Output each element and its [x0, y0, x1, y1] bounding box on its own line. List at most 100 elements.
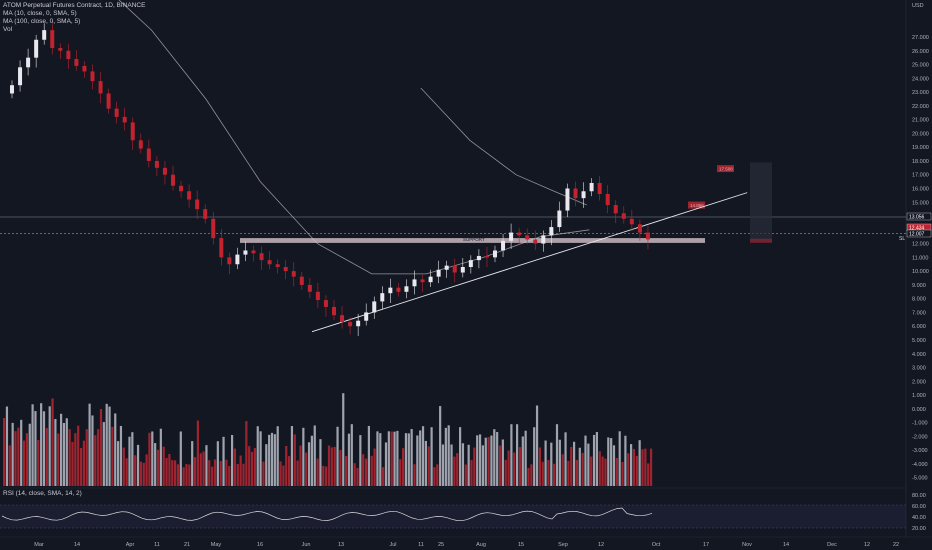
candle-body	[195, 199, 200, 210]
candle-body	[259, 253, 264, 261]
volume-bar	[396, 430, 399, 486]
candle-body	[90, 71, 95, 82]
price-tick-label: 1.000	[912, 393, 926, 399]
candle-body	[10, 85, 14, 94]
risk-box	[750, 238, 772, 243]
volume-bar	[20, 419, 23, 486]
time-tick-label: Aug	[476, 542, 486, 548]
volume-bar	[581, 453, 584, 486]
volume-bar	[607, 437, 610, 486]
volume-bar	[379, 433, 382, 486]
candle-body	[581, 191, 586, 199]
price-tick-label: 27.000	[912, 35, 929, 41]
time-tick-label: May	[211, 542, 222, 548]
volume-bar	[490, 435, 493, 486]
candle-body	[291, 271, 296, 277]
target-label-high: 17.508	[719, 167, 733, 172]
volume-bar	[624, 435, 627, 486]
ma10-line	[420, 87, 587, 206]
volume-bar	[3, 418, 6, 486]
time-tick-label: Oct	[652, 542, 661, 548]
candle-body	[557, 210, 562, 228]
volume-bar	[567, 460, 570, 486]
time-tick-label: Apr	[126, 542, 135, 548]
price-tick-label: 17.000	[912, 173, 929, 179]
time-tick-label: 17	[703, 542, 709, 548]
candle-body	[605, 194, 610, 206]
volume-bar	[419, 430, 422, 486]
candle-body	[323, 300, 328, 307]
candle-body	[428, 276, 433, 283]
price-tick-label: -4.000	[912, 462, 928, 468]
volume-bar	[413, 464, 416, 486]
time-tick-label: 22	[893, 542, 899, 548]
volume-bar	[168, 454, 171, 486]
volume-bar	[647, 463, 650, 486]
candle-body	[251, 250, 256, 254]
volume-bar	[114, 413, 117, 486]
volume-bar	[481, 445, 484, 486]
volume-bar	[498, 445, 502, 486]
time-tick-label: Jul	[389, 542, 396, 548]
candle-body	[315, 291, 320, 301]
volume-bar	[145, 454, 148, 486]
volume-bar	[538, 447, 541, 486]
volume-bar	[478, 434, 482, 486]
volume-bar	[370, 455, 373, 486]
price-tick-label: -5.000	[912, 476, 928, 482]
volume-bar	[134, 455, 137, 486]
volume-bar	[521, 436, 524, 486]
volume-bar	[282, 465, 285, 486]
candle-body	[267, 260, 272, 265]
volume-bar	[239, 455, 242, 486]
price-badge-text: 13.056	[909, 215, 925, 221]
volume-bar	[62, 422, 66, 486]
candle-body	[533, 239, 538, 244]
candle-body	[541, 235, 546, 244]
volume-bar	[310, 435, 313, 486]
rsi-legend: RSI (14, close, SMA, 14, 2)	[3, 490, 82, 497]
volume-bar	[225, 459, 228, 486]
volume-bar	[553, 463, 556, 486]
candle-body	[388, 287, 393, 294]
volume-bar	[390, 431, 393, 486]
volume-bar	[290, 426, 294, 486]
candle-body	[219, 238, 224, 258]
volume-bar	[231, 434, 234, 486]
volume-bar	[94, 435, 97, 486]
volume-bar	[427, 446, 430, 486]
candle-body	[573, 188, 578, 199]
volume-bar	[151, 431, 154, 486]
volume-bar	[384, 442, 388, 486]
volume-bar	[464, 464, 467, 486]
candle-body	[332, 306, 336, 316]
price-tick-label: 24.000	[912, 76, 929, 82]
volume-bar	[174, 460, 177, 486]
candle-body	[171, 174, 175, 186]
volume-bar	[598, 451, 601, 486]
volume-legend: Vol	[3, 26, 13, 33]
volume-bar	[641, 449, 644, 486]
candle-body	[380, 293, 385, 302]
candle-body	[621, 213, 626, 219]
volume-bar	[356, 467, 359, 486]
time-tick-label: 13	[338, 542, 344, 548]
price-tick-label: 22.000	[912, 104, 929, 110]
volume-bar	[22, 440, 26, 486]
volume-bar	[273, 434, 276, 486]
volume-bar	[421, 426, 425, 486]
volume-bar	[97, 429, 100, 486]
candle-body	[420, 279, 425, 283]
volume-bar	[595, 431, 598, 486]
volume-bar	[156, 449, 160, 486]
candle-body	[597, 182, 602, 195]
candle-body	[34, 39, 39, 58]
time-tick-label: 21	[184, 542, 190, 548]
volume-bar	[621, 461, 624, 486]
candle-body	[493, 250, 497, 258]
volume-bar	[558, 439, 561, 486]
volume-bar	[37, 439, 40, 486]
volume-bar	[162, 446, 165, 486]
candle-body	[372, 301, 377, 313]
